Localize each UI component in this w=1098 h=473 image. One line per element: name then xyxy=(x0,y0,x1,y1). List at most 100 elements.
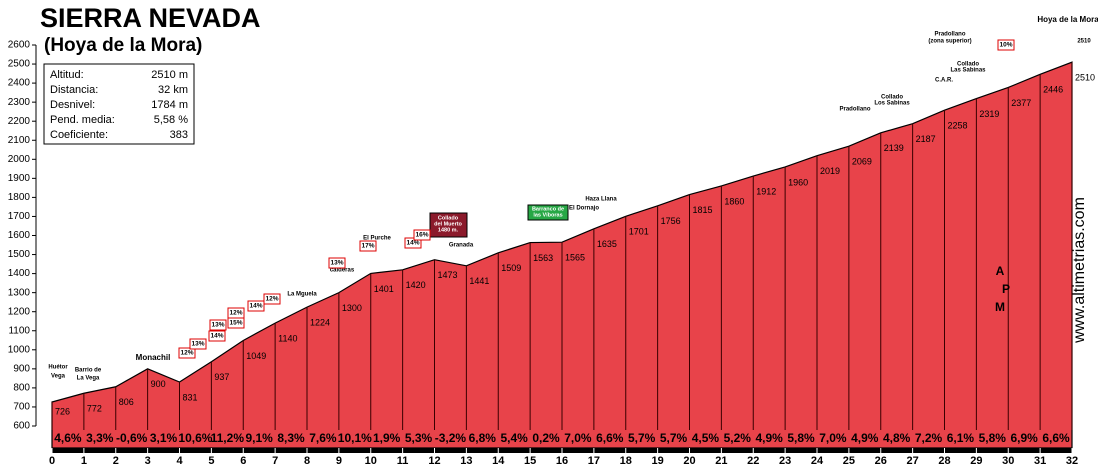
y-tick-label: 1900 xyxy=(8,173,31,184)
gradient-label: 1,9% xyxy=(373,431,401,445)
y-tick-label: 1700 xyxy=(8,211,31,222)
grade-flag-label: 16% xyxy=(415,232,428,239)
elevation-label: 1140 xyxy=(278,334,297,344)
gradient-label: 3,3% xyxy=(86,431,114,445)
place-label: Haza Llana xyxy=(585,197,617,203)
grade-flag xyxy=(227,307,245,319)
grade-flag xyxy=(209,319,227,331)
place-box-label: 1480 m. xyxy=(438,227,459,233)
elevation-label: 1635 xyxy=(597,239,617,249)
place-label: La Mguela xyxy=(287,292,317,298)
grade-flag-label: 12% xyxy=(265,296,278,303)
elevation-label: 806 xyxy=(119,397,134,407)
x-tick-label: 26 xyxy=(875,455,887,467)
gradient-label: 10,1% xyxy=(338,431,372,445)
gradient-label: 4,9% xyxy=(756,431,784,445)
y-tick-label: 2500 xyxy=(8,59,31,70)
place-label: Collado xyxy=(957,62,979,68)
grade-flag xyxy=(189,338,207,350)
grade-flag-label: 17% xyxy=(361,243,374,250)
x-tick-label: 17 xyxy=(588,455,600,467)
elevation-label: 1441 xyxy=(469,276,489,286)
gradient-label: 11,2% xyxy=(211,431,245,445)
place-label: Las Sabinas xyxy=(950,68,986,74)
place-box-label: del Muerto xyxy=(434,221,462,227)
chart-subtitle: (Hoya de la Mora) xyxy=(44,35,202,56)
elevation-label: 772 xyxy=(87,404,102,414)
gradient-label: 8,3% xyxy=(277,431,305,445)
elevation-label: 2258 xyxy=(948,121,968,131)
gradient-label: 10,6% xyxy=(178,431,212,445)
y-tick-label: 600 xyxy=(13,421,30,432)
x-tick-label: 21 xyxy=(715,455,727,467)
gradient-label: 4,6% xyxy=(54,431,82,445)
grade-flag xyxy=(997,39,1015,51)
grade-flag xyxy=(178,347,196,359)
x-tick-label: 25 xyxy=(843,455,855,467)
gradient-label: 7,2% xyxy=(915,431,943,445)
gradient-label: 7,0% xyxy=(564,431,592,445)
x-tick-label: 7 xyxy=(272,455,278,467)
y-tick-label: 1800 xyxy=(8,192,31,203)
x-tick-label: 16 xyxy=(556,455,568,467)
x-tick-label: 4 xyxy=(176,455,183,467)
x-tick-label: 13 xyxy=(460,455,472,467)
x-tick-label: 10 xyxy=(365,455,377,467)
x-tick-label: 11 xyxy=(397,455,409,467)
info-value: 5,58 % xyxy=(154,114,188,126)
info-label: Pend. media: xyxy=(50,114,115,126)
y-tick-label: 2000 xyxy=(8,154,31,165)
elevation-label: 1049 xyxy=(246,351,266,361)
y-tick-label: 1500 xyxy=(8,249,31,260)
y-tick-label: 1400 xyxy=(8,268,31,279)
elevation-label: 1473 xyxy=(438,270,458,280)
gradient-label: 5,7% xyxy=(628,431,656,445)
place-label: El Purche xyxy=(363,236,391,242)
info-value: 2510 m xyxy=(151,69,188,81)
y-tick-label: 2200 xyxy=(8,116,31,127)
place-label: Huétor xyxy=(48,365,68,371)
logo-letter: P xyxy=(1002,282,1010,296)
place-label: Pradollano xyxy=(839,107,870,113)
grade-flag xyxy=(263,293,281,305)
info-label: Altitud: xyxy=(50,69,84,81)
y-tick-label: 2400 xyxy=(8,78,31,89)
gradient-label: 6,6% xyxy=(596,431,624,445)
x-tick-label: 6 xyxy=(240,455,246,467)
elevation-label: 2139 xyxy=(884,143,904,153)
place-label: Monachil xyxy=(136,353,171,362)
x-tick-label: 5 xyxy=(208,455,214,467)
x-tick-label: 9 xyxy=(336,455,342,467)
elevation-label: 2377 xyxy=(1011,98,1031,108)
y-tick-label: 1600 xyxy=(8,230,31,241)
place-label: Granada xyxy=(449,243,474,249)
elevation-label: 2187 xyxy=(916,134,936,144)
info-label: Coeficiente: xyxy=(50,129,108,141)
gradient-label: 5,4% xyxy=(501,431,529,445)
elevation-label: 726 xyxy=(55,406,70,416)
elevation-label: 1960 xyxy=(788,177,808,187)
elevation-label: 1300 xyxy=(342,303,362,313)
elevation-label: 1420 xyxy=(406,280,426,290)
grade-flag-label: 13% xyxy=(211,322,224,329)
info-value: 383 xyxy=(170,129,188,141)
elevation-label: 2069 xyxy=(852,157,872,167)
grade-flag xyxy=(208,330,226,342)
gradient-label: 5,8% xyxy=(979,431,1007,445)
info-label: Distancia: xyxy=(50,84,98,96)
x-tick-label: 14 xyxy=(492,455,505,467)
place-label: Barrio de xyxy=(75,368,102,374)
grade-flag-label: 14% xyxy=(210,333,223,340)
elevation-label: 1860 xyxy=(724,196,744,206)
info-label: Desnivel: xyxy=(50,99,95,111)
place-box-label: Barranco de xyxy=(532,206,564,212)
place-label: calderas xyxy=(330,268,355,274)
x-tick-label: 18 xyxy=(620,455,632,467)
y-tick-label: 1000 xyxy=(8,344,31,355)
grade-flag-label: 15% xyxy=(229,320,242,327)
place-label: (zona superior) xyxy=(928,39,971,45)
place-label: Hoya de la Mora xyxy=(1037,15,1098,24)
x-tick-label: 30 xyxy=(1002,455,1014,467)
x-tick-label: 20 xyxy=(683,455,695,467)
chart-title: SIERRA NEVADA xyxy=(40,3,261,33)
